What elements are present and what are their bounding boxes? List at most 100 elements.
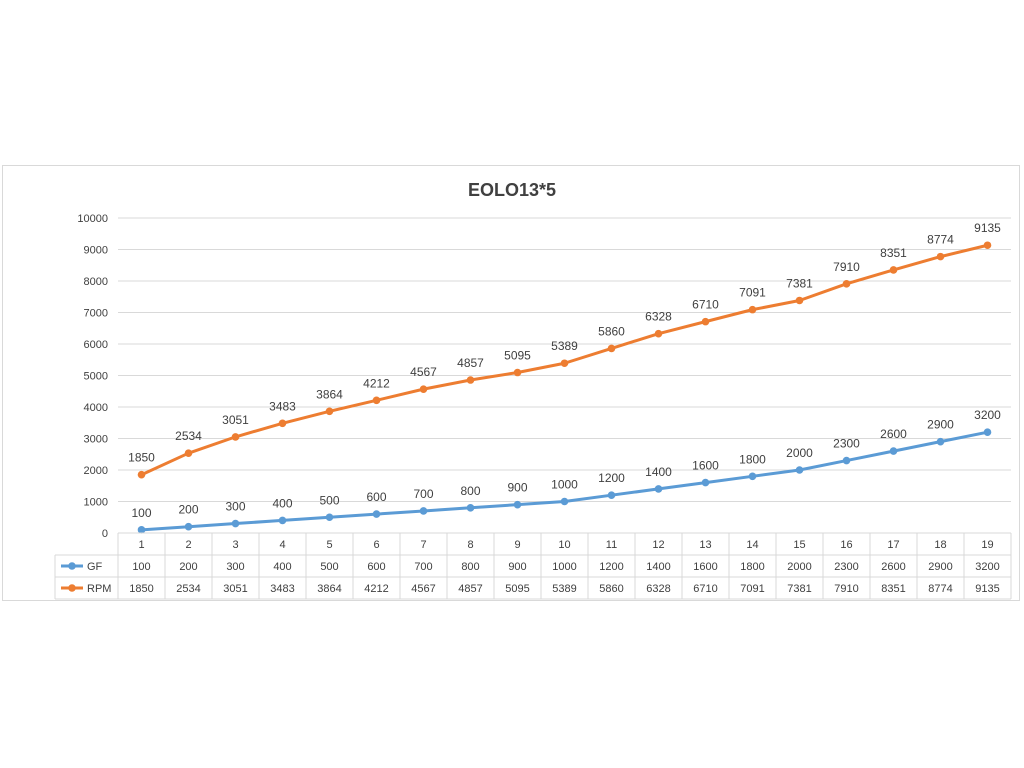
table-cell: 5095 xyxy=(505,583,529,595)
y-tick-label: 5000 xyxy=(84,371,108,383)
data-point-rpm xyxy=(607,344,616,353)
data-point-rpm xyxy=(513,368,522,377)
table-cell: 2300 xyxy=(834,561,858,573)
data-label-rpm: 4857 xyxy=(457,356,484,370)
data-label-gf: 3200 xyxy=(974,408,1001,422)
data-label-gf: 400 xyxy=(272,496,292,510)
table-cell: 6328 xyxy=(646,583,670,595)
table-cell: 2900 xyxy=(928,561,952,573)
data-point-rpm xyxy=(701,317,710,326)
data-label-gf: 700 xyxy=(413,487,433,501)
table-cell: 9135 xyxy=(975,583,999,595)
data-labels: 100 200 300 400 500 600 700 800 900 1000 1200 1400 1… xyxy=(128,221,1001,520)
x-category-label: 8 xyxy=(467,539,473,551)
data-label-rpm: 7910 xyxy=(833,260,860,274)
y-tick-label: 7000 xyxy=(84,308,108,320)
data-point-gf xyxy=(372,510,381,518)
table-cell: 300 xyxy=(226,561,244,573)
data-point-rpm xyxy=(372,396,381,405)
data-point-gf xyxy=(654,485,663,493)
data-point-gf xyxy=(795,466,804,474)
data-point-gf xyxy=(936,437,945,446)
data-label-gf: 100 xyxy=(131,506,151,520)
table-cell: 2600 xyxy=(881,561,905,573)
data-label-gf: 900 xyxy=(507,481,527,495)
data-label-rpm: 7381 xyxy=(786,276,813,290)
x-category-label: 12 xyxy=(652,539,664,551)
table-cell: 3483 xyxy=(270,583,294,595)
table-cell: 1200 xyxy=(599,561,623,573)
y-tick-label: 4000 xyxy=(84,402,108,414)
data-label-gf: 1200 xyxy=(598,471,625,485)
data-label-rpm: 5389 xyxy=(551,339,578,353)
x-category-label: 18 xyxy=(934,539,946,551)
data-point-gf xyxy=(184,522,193,531)
table-cell: 100 xyxy=(132,561,150,573)
chart-frame: EOLO13*5 0 1000 2000 3000 4000 5000 6000 7000 80… xyxy=(2,165,1020,601)
data-point-rpm xyxy=(748,305,757,314)
y-tick-label: 10000 xyxy=(77,213,108,225)
x-category-label: 9 xyxy=(514,539,520,551)
data-point-gf xyxy=(325,513,334,522)
data-point-gf xyxy=(983,428,992,437)
x-category-label: 19 xyxy=(981,539,993,551)
data-point-rpm xyxy=(184,449,193,457)
data-point-gf xyxy=(278,516,287,525)
table-cell: 7910 xyxy=(834,583,858,595)
legend-marker-gf xyxy=(68,562,76,570)
chart-title: EOLO13*5 xyxy=(468,180,556,200)
table-cell: 6710 xyxy=(693,583,717,595)
data-label-gf: 500 xyxy=(319,493,339,507)
data-point-rpm xyxy=(983,241,992,250)
data-label-rpm: 5095 xyxy=(504,349,531,363)
data-point-gf xyxy=(466,504,475,512)
data-label-rpm: 1850 xyxy=(128,451,155,465)
table-cell: 1850 xyxy=(129,583,153,595)
data-point-gf xyxy=(419,507,428,515)
data-point-gf xyxy=(842,456,851,465)
y-tick-label: 1000 xyxy=(84,497,108,509)
data-label-rpm: 7091 xyxy=(739,286,766,300)
data-point-gf xyxy=(748,472,757,481)
x-category-label: 1 xyxy=(138,539,144,551)
table-cell: 2000 xyxy=(787,561,811,573)
data-label-gf: 1600 xyxy=(692,459,719,473)
data-point-gf xyxy=(607,491,616,500)
table-cell: 5860 xyxy=(599,583,623,595)
table-cell: 1000 xyxy=(552,561,576,573)
data-point-rpm xyxy=(325,407,334,416)
line-chart: EOLO13*5 0100020003000400050006000700080… xyxy=(54,180,1012,600)
data-point-rpm xyxy=(466,376,475,384)
data-point-rpm xyxy=(795,296,804,305)
data-label-gf: 2900 xyxy=(927,418,954,432)
x-category-label: 6 xyxy=(373,539,379,551)
data-label-gf: 300 xyxy=(225,500,245,514)
y-tick-label: 8000 xyxy=(84,276,108,288)
legend-marker-rpm xyxy=(68,584,76,592)
data-label-rpm: 4212 xyxy=(363,376,390,390)
data-label-rpm: 2534 xyxy=(175,429,202,443)
data-label-gf: 200 xyxy=(178,503,198,517)
table-cell: 4567 xyxy=(411,583,435,595)
data-label-gf: 2600 xyxy=(880,427,907,441)
y-tick-label: 0 xyxy=(102,528,108,540)
table-cell: 7091 xyxy=(740,583,764,595)
table-cell: 5389 xyxy=(552,583,576,595)
x-category-label: 10 xyxy=(558,539,570,551)
data-label-rpm: 5860 xyxy=(598,324,625,338)
x-category-label: 2 xyxy=(185,539,191,551)
data-point-gf xyxy=(889,447,898,455)
table-cell: 3200 xyxy=(975,561,999,573)
table-cell: 3051 xyxy=(223,583,247,595)
data-point-gf xyxy=(513,500,522,509)
data-point-rpm xyxy=(889,266,898,274)
table-cell: 8774 xyxy=(928,583,952,595)
table-cell: 500 xyxy=(320,561,338,573)
data-label-gf: 1400 xyxy=(645,465,672,479)
y-tick-label: 2000 xyxy=(84,465,108,477)
table-cell: 7381 xyxy=(787,583,811,595)
table-cell: 4212 xyxy=(364,583,388,595)
table-cell: 800 xyxy=(461,561,479,573)
data-label-rpm: 6710 xyxy=(692,298,719,312)
